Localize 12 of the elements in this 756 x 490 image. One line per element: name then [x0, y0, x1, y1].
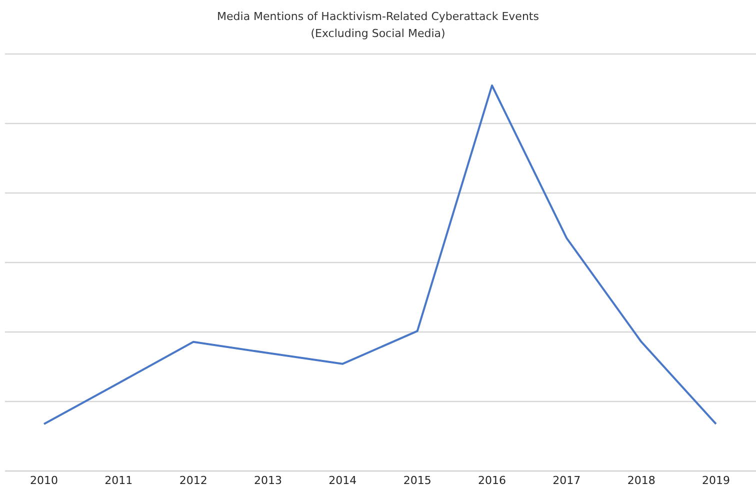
x-tick-label: 2012	[179, 474, 208, 487]
x-tick-label: 2019	[702, 474, 730, 487]
x-tick-label: 2013	[254, 474, 282, 487]
x-tick-label: 2011	[104, 474, 133, 487]
x-tick-label: 2018	[627, 474, 656, 487]
x-tick-label: 2015	[403, 474, 432, 487]
chart-subtitle: (Excluding Social Media)	[310, 27, 446, 40]
chart-title: Media Mentions of Hacktivism-Related Cyberattack Events	[217, 10, 540, 23]
x-tick-label: 2016	[478, 474, 506, 487]
x-tick-label: 2017	[552, 474, 581, 487]
x-tick-label: 2014	[328, 474, 357, 487]
x-tick-label: 2010	[30, 474, 58, 487]
